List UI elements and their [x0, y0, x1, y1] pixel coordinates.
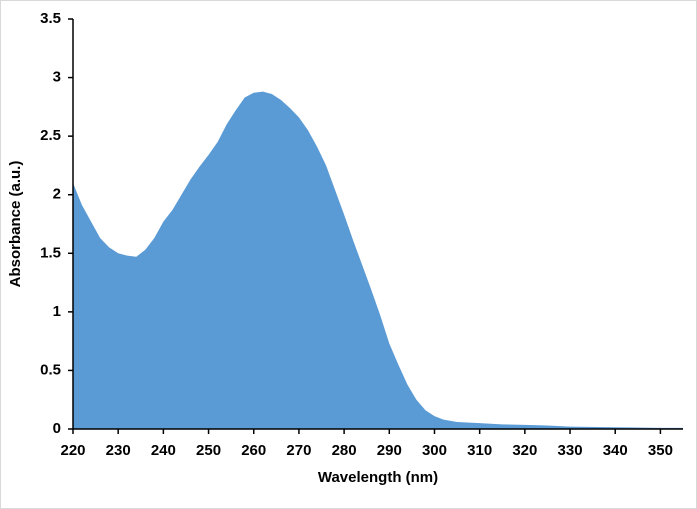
x-tick-label: 350 — [648, 442, 673, 459]
x-tick-label: 250 — [196, 442, 221, 459]
x-tick-label: 320 — [512, 442, 537, 459]
area — [73, 91, 683, 429]
y-axis-label: Absorbance (a.u.) — [7, 161, 24, 288]
y-tick-label: 2.5 — [40, 127, 61, 144]
x-tick-label: 230 — [106, 442, 131, 459]
y-tick-label: 2 — [53, 186, 61, 203]
y-tick-label: 1.5 — [40, 244, 61, 261]
x-tick-label: 240 — [151, 442, 176, 459]
y-tick-label: 0 — [53, 420, 61, 437]
y-tick-label: 0.5 — [40, 361, 61, 378]
x-tick-label: 270 — [286, 442, 311, 459]
y-tick-label: 3 — [53, 69, 61, 86]
y-tick-label: 3.5 — [40, 10, 61, 27]
x-tick-label: 260 — [241, 442, 266, 459]
x-tick-label: 310 — [467, 442, 492, 459]
x-tick-label: 330 — [558, 442, 583, 459]
x-tick-label: 280 — [332, 442, 357, 459]
x-tick-label: 220 — [60, 442, 85, 459]
x-axis-label: Wavelength (nm) — [318, 469, 438, 486]
x-tick-label: 300 — [422, 442, 447, 459]
x-tick-label: 290 — [377, 442, 402, 459]
x-tick-label: 340 — [603, 442, 628, 459]
y-tick-label: 1 — [53, 303, 61, 320]
